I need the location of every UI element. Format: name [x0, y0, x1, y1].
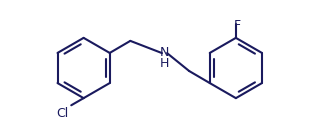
- Text: H: H: [160, 57, 169, 70]
- Text: N: N: [160, 46, 169, 59]
- Text: F: F: [234, 19, 241, 32]
- Text: Cl: Cl: [57, 107, 69, 120]
